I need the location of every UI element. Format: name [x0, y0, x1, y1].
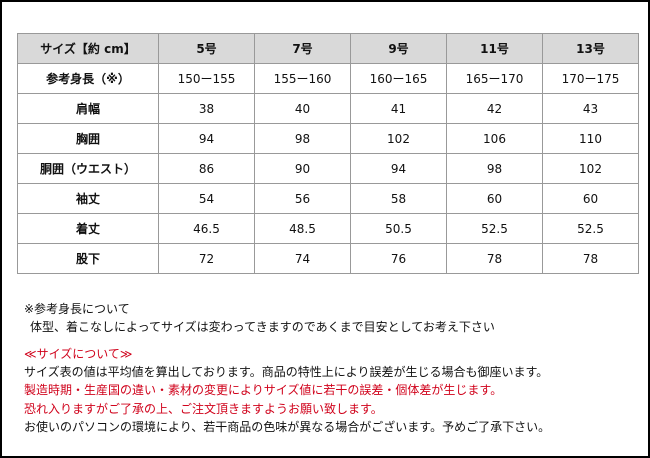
cell: 41: [350, 93, 447, 124]
table-body: サイズ【約 cm】 5号 7号 9号 11号 13号 参考身長（※） 150ー155 155ー1…: [17, 33, 639, 274]
row-label: 袖丈: [17, 183, 159, 214]
cell: 94: [158, 123, 255, 154]
table-row: 参考身長（※） 150ー155 155ー160 160ー165 165ー170 170ー1…: [17, 63, 639, 94]
cell: 60: [542, 183, 639, 214]
note-title: ※参考身長について: [24, 302, 130, 316]
cell: 110: [542, 123, 639, 154]
cell: 90: [254, 153, 351, 184]
table-row: 肩幅 38 40 41 42 43: [17, 93, 639, 124]
row-label: 参考身長（※）: [17, 63, 159, 94]
row-label: 股下: [17, 243, 159, 274]
row-label: 胸囲: [17, 123, 159, 154]
cell: 94: [350, 153, 447, 184]
cell: 78: [446, 243, 543, 274]
cell: 5号: [158, 33, 255, 64]
cell: 78: [542, 243, 639, 274]
cell: 98: [254, 123, 351, 154]
cell: 106: [446, 123, 543, 154]
cell: 150ー155: [158, 63, 255, 94]
cell: 7号: [254, 33, 351, 64]
cell: 52.5: [446, 213, 543, 244]
cell: 48.5: [254, 213, 351, 244]
row-label: 着丈: [17, 213, 159, 244]
note-line: お使いのパソコンの環境により、若干商品の色味が異なる場合がございます。予めご了承…: [24, 420, 551, 434]
size-table: サイズ【約 cm】 5号 7号 9号 11号 13号 参考身長（※） 150ー155 155ー1…: [17, 33, 639, 274]
cell: 165ー170: [446, 63, 543, 94]
cell: 170ー175: [542, 63, 639, 94]
cell: 43: [542, 93, 639, 124]
note-line: サイズ表の値は平均値を算出しております。商品の特性上により誤差が生じる場合も御座…: [24, 365, 549, 379]
cell: 60: [446, 183, 543, 214]
cell: 40: [254, 93, 351, 124]
cell: 54: [158, 183, 255, 214]
note-line: 製造時期・生産国の違い・素材の変更によりサイズ値に若干の誤差・個体差が生じます。: [24, 383, 503, 397]
row-label: 胴囲（ウエスト）: [17, 153, 159, 184]
table-row: 袖丈 54 56 58 60 60: [17, 183, 639, 214]
cell: 38: [158, 93, 255, 124]
cell: 46.5: [158, 213, 255, 244]
cell: 9号: [350, 33, 447, 64]
cell: 11号: [446, 33, 543, 64]
table-row: サイズ【約 cm】 5号 7号 9号 11号 13号: [17, 33, 639, 64]
section-title: ≪サイズについて≫: [24, 347, 133, 361]
table-row: 胸囲 94 98 102 106 110: [17, 123, 639, 154]
cell: 50.5: [350, 213, 447, 244]
table-row: 胴囲（ウエスト） 86 90 94 98 102: [17, 153, 639, 184]
cell: 42: [446, 93, 543, 124]
note-line: 恐れ入りますがご了承の上、ご注文頂きますようお願い致します。: [24, 402, 383, 416]
row-label: サイズ【約 cm】: [17, 33, 159, 64]
cell: 72: [158, 243, 255, 274]
cell: 155ー160: [254, 63, 351, 94]
cell: 160ー165: [350, 63, 447, 94]
cell: 102: [542, 153, 639, 184]
cell: 102: [350, 123, 447, 154]
cell: 52.5: [542, 213, 639, 244]
cell: 76: [350, 243, 447, 274]
cell: 98: [446, 153, 543, 184]
table-row: 股下 72 74 76 78 78: [17, 243, 639, 274]
row-label: 肩幅: [17, 93, 159, 124]
cell: 56: [254, 183, 351, 214]
cell: 86: [158, 153, 255, 184]
cell: 58: [350, 183, 447, 214]
note-text: 体型、着こなしによってサイズは変わってきますのであくまで目安としてお考え下さい: [30, 320, 495, 334]
table-row: 着丈 46.5 48.5 50.5 52.5 52.5: [17, 213, 639, 244]
cell: 13号: [542, 33, 639, 64]
cell: 74: [254, 243, 351, 274]
